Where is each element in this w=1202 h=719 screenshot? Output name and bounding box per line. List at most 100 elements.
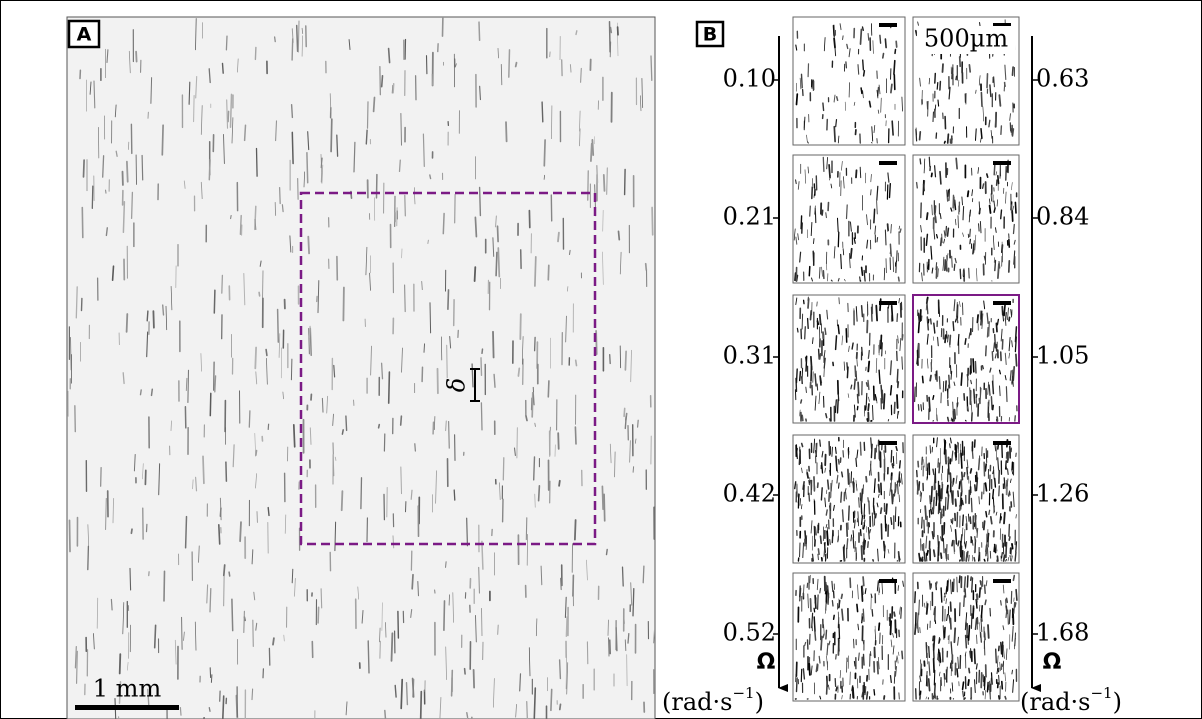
streak (975, 89, 977, 94)
streak (815, 663, 819, 673)
streak (254, 432, 256, 457)
streak (934, 72, 936, 84)
streak (226, 99, 229, 129)
streak (897, 657, 899, 664)
streak (558, 479, 561, 487)
streak (920, 492, 923, 502)
streak (866, 214, 868, 226)
streak (1004, 672, 1006, 682)
streak (842, 546, 846, 561)
streak (977, 457, 981, 471)
streak (834, 47, 837, 57)
streak (307, 235, 311, 255)
streak (860, 545, 863, 561)
streak (939, 671, 941, 677)
streak (301, 35, 304, 57)
streak (994, 353, 997, 359)
streak (514, 61, 518, 68)
streak (964, 541, 966, 548)
streak (139, 389, 142, 396)
streak (929, 445, 932, 454)
streak (922, 183, 925, 192)
streak (275, 120, 278, 142)
streak (881, 342, 883, 357)
streak (801, 467, 803, 474)
streak (885, 503, 888, 515)
streak (826, 589, 828, 604)
streak (876, 89, 879, 99)
tick-label: 0.42 (723, 480, 776, 508)
streak (796, 327, 799, 333)
streak (917, 312, 921, 322)
streak (888, 182, 891, 199)
streak (823, 37, 826, 52)
streak (1004, 695, 1007, 700)
streak (1015, 541, 1018, 553)
streak (954, 528, 958, 545)
streak (989, 84, 992, 98)
streak (193, 95, 195, 123)
streak (975, 471, 979, 483)
streak (208, 158, 211, 181)
streak (837, 217, 839, 233)
streak (880, 97, 882, 113)
streak (925, 212, 929, 221)
streak (404, 284, 406, 313)
streak (617, 230, 621, 241)
streak (819, 353, 822, 360)
streak (952, 410, 955, 422)
streak (267, 506, 270, 517)
streak (550, 688, 553, 712)
streak (954, 318, 957, 323)
streak (948, 86, 951, 100)
scale-bar (993, 161, 1011, 165)
streak (942, 538, 945, 554)
streak (991, 380, 995, 395)
streak (243, 124, 247, 142)
streak (953, 381, 956, 386)
streak (800, 215, 803, 230)
streak (1003, 477, 1006, 489)
streak (855, 306, 858, 322)
streak (975, 128, 977, 141)
streak (842, 248, 845, 256)
streak (837, 324, 840, 335)
streak (209, 587, 212, 613)
streak (949, 579, 952, 595)
streak (195, 18, 197, 51)
streak (1006, 468, 1009, 476)
streak (935, 262, 938, 271)
streak (859, 441, 862, 456)
streak (1004, 352, 1007, 365)
streak (366, 101, 369, 129)
streak (829, 538, 831, 545)
streak (875, 357, 878, 373)
streak (968, 332, 971, 339)
streak (962, 232, 964, 237)
streak (499, 482, 501, 501)
streak (864, 404, 867, 411)
streak (918, 599, 920, 616)
streak (966, 190, 970, 198)
streak (466, 712, 469, 719)
streak (814, 373, 817, 387)
streak (926, 333, 929, 345)
streak (804, 356, 807, 363)
streak (572, 574, 575, 597)
streak (87, 545, 90, 571)
streak (890, 639, 893, 648)
streak (830, 183, 833, 189)
streak (399, 415, 403, 426)
streak (840, 491, 843, 503)
streak (995, 322, 998, 333)
streak (953, 408, 957, 420)
streak (401, 347, 403, 373)
streak (284, 514, 287, 534)
streak (827, 592, 830, 605)
streak (824, 327, 827, 336)
streak (983, 584, 986, 595)
streak (981, 183, 985, 190)
streak (265, 348, 268, 357)
streak (377, 423, 381, 429)
streak (609, 353, 611, 365)
